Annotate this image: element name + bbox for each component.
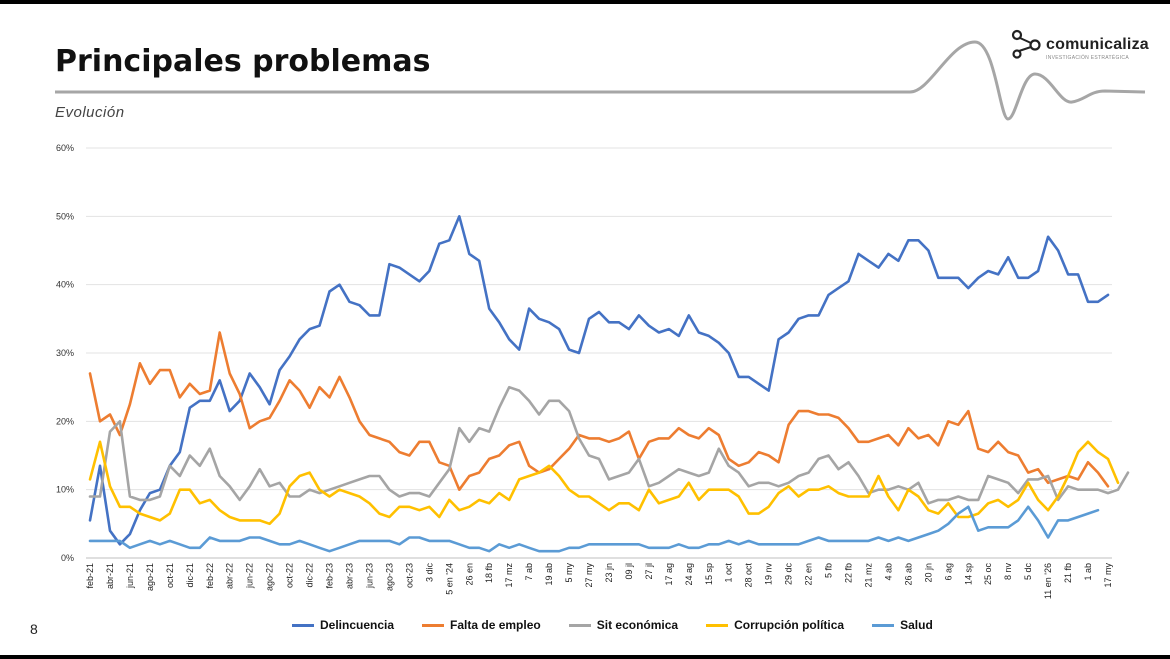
x-tick-label: 6 ag <box>943 563 953 581</box>
x-tick-label: 11 en '26 <box>1043 563 1053 599</box>
x-tick-label: feb-21 <box>85 563 95 589</box>
series-line-salud <box>88 505 1100 553</box>
x-tick-label: 22 fb <box>844 563 854 583</box>
header-wave <box>55 40 1146 121</box>
legend-label: Delincuencia <box>320 618 395 632</box>
x-tick-label: 26 en <box>464 563 474 586</box>
x-tick-label: 1 ab <box>1083 563 1093 581</box>
x-tick-label: 29 dc <box>784 563 794 586</box>
y-axis: 0% 10% 20% 30% 40% 50% 60% <box>56 143 74 563</box>
x-tick-label: jun-21 <box>125 563 135 589</box>
x-tick-label: jun-22 <box>245 563 255 589</box>
y-tick-label: 10% <box>56 485 74 495</box>
legend-swatch <box>292 623 314 627</box>
x-tick-label: 19 ab <box>544 563 554 586</box>
y-tick-label: 0% <box>61 553 74 563</box>
x-tick-label: dic-22 <box>305 563 315 588</box>
slide-title: Principales problemas <box>55 44 431 79</box>
x-tick-label: oct-23 <box>404 563 414 588</box>
logo-tagline: INVESTIGACIÓN ESTRATÉGICA <box>1046 55 1129 61</box>
x-tick-label: 21 fb <box>1063 563 1073 583</box>
x-tick-label: jun-23 <box>364 563 374 589</box>
x-tick-label: feb-22 <box>205 563 215 589</box>
x-tick-label: 17 ag <box>664 563 674 586</box>
x-tick-label: 8 nv <box>1003 563 1013 581</box>
x-tick-label: 19 nv <box>764 563 774 586</box>
x-tick-label: 15 sp <box>704 563 714 585</box>
series-line-delincuencia <box>88 215 1110 546</box>
x-tick-label: 20 jn <box>923 563 933 583</box>
logo-wordmark: comunicaliza <box>1046 36 1149 53</box>
slide: Principales problemas Evolución 0% 10% 20%… <box>0 4 1170 655</box>
legend-label: Corrupción política <box>734 618 845 632</box>
x-tick-label: 22 en <box>804 563 814 586</box>
slide-subtitle: Evolución <box>55 104 125 121</box>
series-line-falta-de-empleo <box>88 331 1110 492</box>
x-tick-label: oct-21 <box>165 563 175 588</box>
x-tick-label: 4 ab <box>883 563 893 581</box>
x-tick-label: 14 sp <box>963 563 973 585</box>
chart-series <box>88 215 1130 553</box>
y-tick-label: 30% <box>56 348 74 358</box>
x-tick-label: 23 jn <box>604 563 614 583</box>
chart-gridlines <box>86 147 1112 559</box>
legend-item: Salud <box>872 618 933 632</box>
brand-logo: comunicaliza INVESTIGACIÓN ESTRATÉGICA <box>1010 28 1160 68</box>
legend-item: Falta de empleo <box>422 618 541 632</box>
x-tick-label: abr-21 <box>105 563 115 589</box>
x-tick-label: 24 ag <box>684 563 694 586</box>
x-tick-label: 5 fb <box>824 563 834 578</box>
x-tick-label: 27 jl <box>644 563 654 580</box>
x-tick-label: dic-21 <box>185 563 195 588</box>
x-tick-label: feb-23 <box>325 563 335 589</box>
x-tick-label: 1 oct <box>724 563 734 583</box>
legend-label: Falta de empleo <box>450 618 541 632</box>
x-tick-label: 3 dic <box>424 563 434 583</box>
x-tick-label: 26 ab <box>903 563 913 586</box>
legend-label: Sit económica <box>596 618 679 632</box>
network-icon <box>1011 29 1041 59</box>
y-tick-label: 20% <box>56 416 74 426</box>
x-tick-label: 17 my <box>1103 563 1113 588</box>
legend-swatch <box>568 623 591 627</box>
header-rule-wave <box>55 40 1146 121</box>
x-tick-label: ago-21 <box>145 563 155 591</box>
legend-item: Sit económica <box>568 618 679 632</box>
legend-item: Corrupción política <box>706 618 844 632</box>
page-number: 8 <box>30 621 38 637</box>
y-tick-label: 60% <box>56 143 74 153</box>
chart: 0% 10% 20% 30% 40% 50% 60% feb-21 abr-21 jun-21 a… <box>55 40 1146 600</box>
x-tick-label: oct-22 <box>285 563 295 588</box>
x-tick-label: abr-22 <box>225 563 235 589</box>
legend-item: Delincuencia <box>292 618 394 632</box>
legend-swatch <box>872 623 895 627</box>
x-tick-label: 28 oct <box>744 563 754 588</box>
x-tick-label: 17 mz <box>504 563 514 588</box>
legend-label: Salud <box>900 618 933 632</box>
legend-swatch <box>706 623 729 627</box>
y-tick-label: 50% <box>56 211 74 221</box>
series-line-sit-económica <box>88 385 1130 505</box>
chart-legend: Delincuencia Falta de empleo Sit económica… <box>292 618 933 632</box>
x-tick-label: ago-23 <box>384 563 394 591</box>
x-tick-label: 09 jl <box>624 563 634 580</box>
x-tick-label: 7 ab <box>524 563 534 581</box>
x-tick-label: 18 fb <box>484 563 494 583</box>
y-tick-label: 40% <box>56 280 74 290</box>
x-tick-label: 5 my <box>564 563 574 583</box>
legend-swatch <box>422 623 445 627</box>
x-tick-label: 25 oc <box>983 563 993 586</box>
x-tick-label: ago-22 <box>265 563 275 591</box>
x-axis: feb-21 abr-21 jun-21 ago-21 oct-21 dic-21 feb-… <box>85 563 1113 600</box>
x-tick-label: 27 my <box>584 563 594 588</box>
x-tick-label: 21 mz <box>863 563 873 588</box>
x-tick-label: 5 en '24 <box>444 563 454 595</box>
series-line-corrupción-política <box>88 440 1120 526</box>
x-tick-label: abr-23 <box>344 563 354 589</box>
x-tick-label: 5 dc <box>1023 563 1033 581</box>
